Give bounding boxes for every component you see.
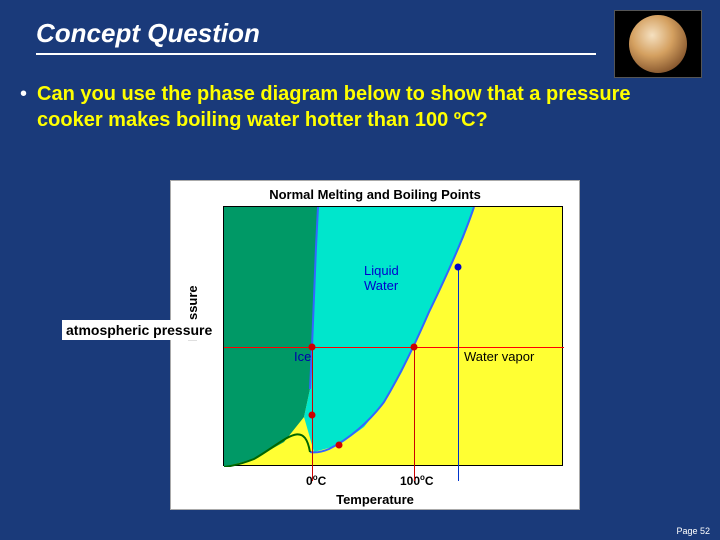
phase-marker xyxy=(411,344,418,351)
phase-marker xyxy=(309,344,316,351)
atm-pressure-line xyxy=(224,347,564,348)
temp-tick-label: 100oC xyxy=(400,473,434,488)
phase-marker xyxy=(336,442,343,449)
vapor-label: Water vapor xyxy=(464,349,534,364)
phase-marker xyxy=(309,412,316,419)
bullet-item: • Can you use the phase diagram below to… xyxy=(0,61,720,133)
atmospheric-pressure-label: atmospheric pressure xyxy=(62,320,216,340)
plot-area: IceLiquidWaterWater vapor0oC100oC xyxy=(223,206,563,466)
phase-diagram: Normal Melting and Boiling Points Ice Liq… xyxy=(170,180,580,510)
temp-tick-line xyxy=(414,347,415,481)
planet-disc xyxy=(629,15,687,73)
venus-image xyxy=(614,10,702,78)
sublimation-curve xyxy=(224,434,310,467)
bullet-marker: • xyxy=(20,81,27,107)
high-pressure-vline xyxy=(458,267,459,481)
title-underline xyxy=(36,53,596,55)
boiling-curve xyxy=(310,207,474,452)
page-number: Page 52 xyxy=(676,526,710,536)
high-pressure-marker xyxy=(455,264,462,271)
ice-label: Ice xyxy=(294,349,311,364)
x-axis-label: Temperature xyxy=(177,492,573,507)
chart-title: Normal Melting and Boiling Points xyxy=(177,187,573,202)
bullet-text: Can you use the phase diagram below to s… xyxy=(37,81,690,133)
temp-tick-label: 0oC xyxy=(306,473,326,488)
liquid-label: LiquidWater xyxy=(364,263,399,293)
phase-curves xyxy=(224,207,564,467)
